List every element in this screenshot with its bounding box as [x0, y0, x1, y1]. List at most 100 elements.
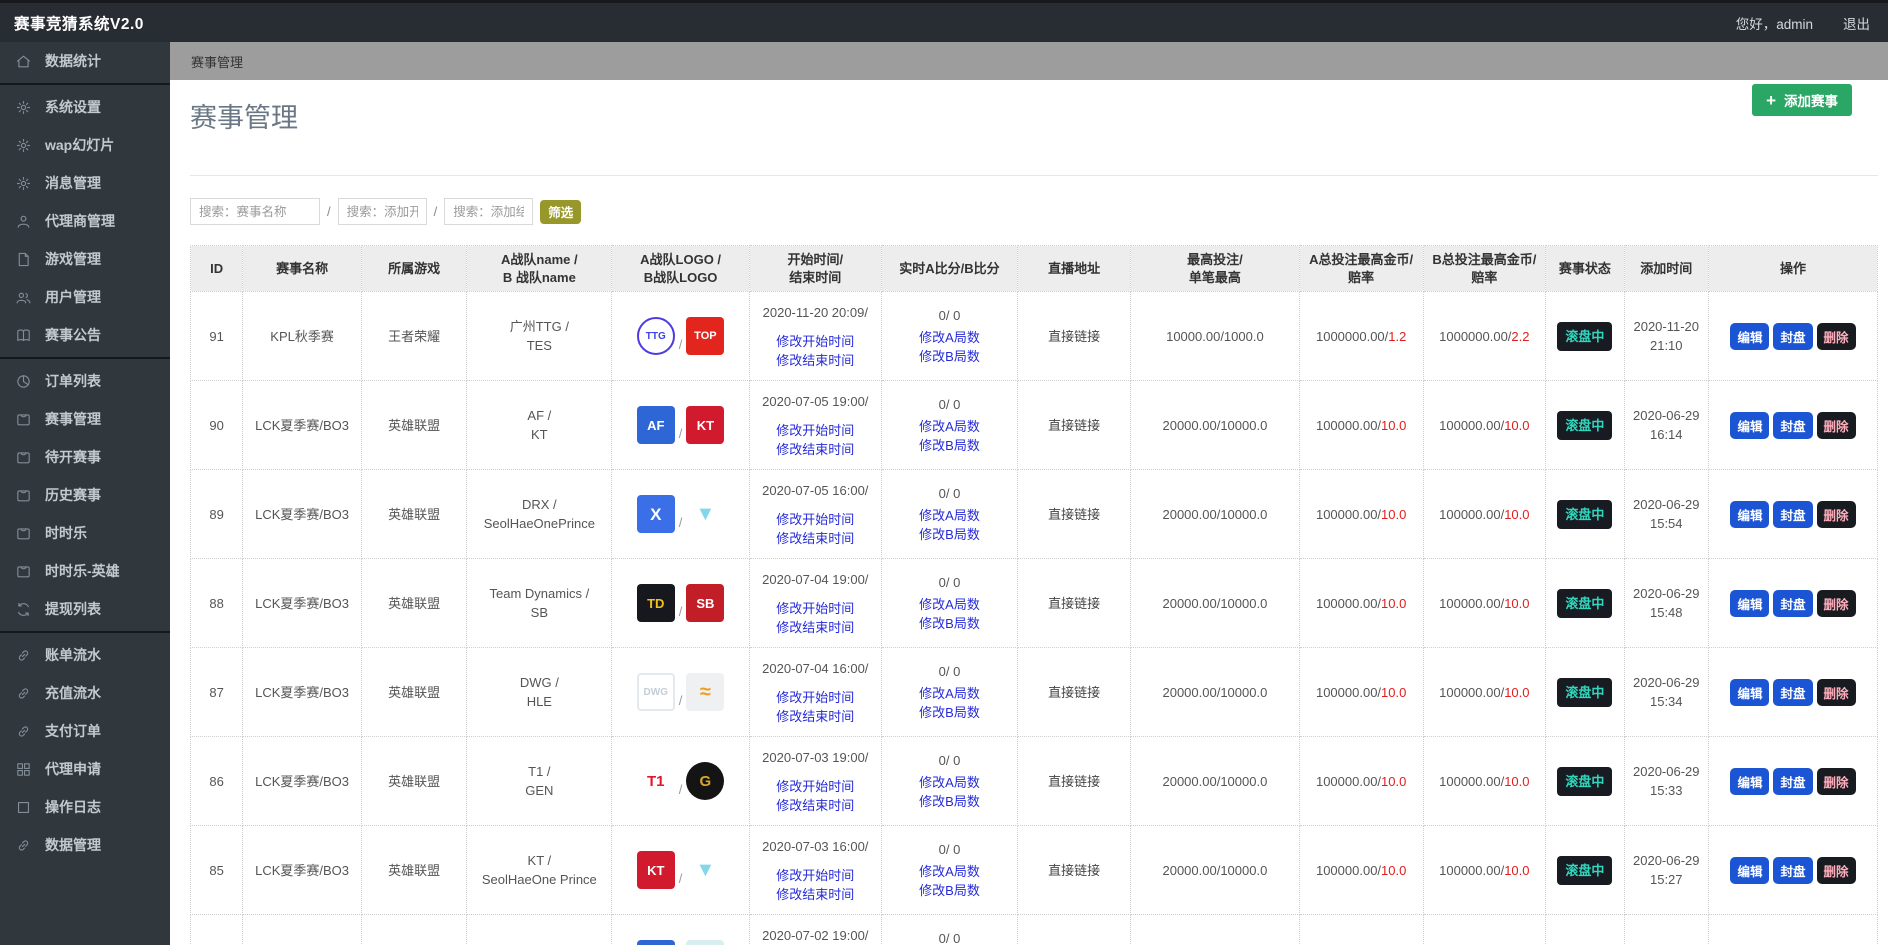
search-end-time-input[interactable] — [444, 198, 534, 225]
edit-button[interactable]: 编辑 — [1730, 500, 1770, 528]
edit-button[interactable]: 编辑 — [1730, 767, 1770, 795]
sidebar-item-recharge-flow[interactable]: 充值流水 — [0, 674, 170, 712]
edit-a-games-link[interactable]: 修改A局数 — [919, 419, 980, 434]
edit-b-games-link[interactable]: 修改B局数 — [919, 705, 980, 720]
edit-start-time-link[interactable]: 修改开始时间 — [776, 867, 855, 883]
seal-button[interactable]: 封盘 — [1773, 678, 1813, 706]
edit-end-time-link[interactable]: 修改结束时间 — [776, 708, 855, 724]
edit-b-games-link[interactable]: 修改B局数 — [919, 794, 980, 809]
sidebar-item-data-management[interactable]: 数据管理 — [0, 826, 170, 864]
sidebar-item-game-management[interactable]: 游戏管理 — [0, 240, 170, 278]
sidebar-item-message-management[interactable]: 消息管理 — [0, 164, 170, 202]
edit-button[interactable]: 编辑 — [1730, 678, 1770, 706]
edit-start-time-link[interactable]: 修改开始时间 — [776, 333, 855, 349]
edit-start-time-link[interactable]: 修改开始时间 — [776, 511, 855, 527]
sidebar-item-history-matches[interactable]: 历史赛事 — [0, 476, 170, 514]
edit-end-time-link[interactable]: 修改结束时间 — [776, 797, 855, 813]
edit-a-games-link[interactable]: 修改A局数 — [919, 775, 980, 790]
sidebar-item-upcoming-matches[interactable]: 待开赛事 — [0, 438, 170, 476]
sidebar-item-agent-application[interactable]: 代理申请 — [0, 750, 170, 788]
tray-icon — [15, 525, 32, 542]
add-match-button[interactable]: + 添加赛事 — [1752, 84, 1852, 116]
live-link[interactable]: 直接链接 — [1048, 506, 1101, 522]
edit-button[interactable]: 编辑 — [1730, 589, 1770, 617]
edit-start-time-link[interactable]: 修改开始时间 — [776, 689, 855, 705]
seal-button[interactable]: 封盘 — [1773, 589, 1813, 617]
a-odds: 10.0 — [1381, 417, 1407, 433]
sidebar-item-user-management[interactable]: 用户管理 — [0, 278, 170, 316]
seal-button[interactable]: 封盘 — [1773, 856, 1813, 884]
sidebar-item-label: 数据统计 — [45, 53, 101, 69]
team-b-name: TES — [526, 338, 552, 353]
seal-button[interactable]: 封盘 — [1773, 500, 1813, 528]
edit-start-time-link[interactable]: 修改开始时间 — [776, 600, 855, 616]
edit-start-time-link[interactable]: 修改开始时间 — [776, 778, 855, 794]
time-cell: 2020-07-03 19:00/修改开始时间 修改结束时间 — [748, 736, 882, 826]
edit-start-time-link[interactable]: 修改开始时间 — [776, 422, 855, 438]
edit-button[interactable]: 编辑 — [1730, 322, 1770, 350]
delete-button[interactable]: 删除 — [1816, 500, 1856, 528]
sidebar-item-system-settings[interactable]: 系统设置 — [0, 88, 170, 126]
edit-a-games-link[interactable]: 修改A局数 — [919, 508, 980, 523]
delete-button[interactable]: 删除 — [1816, 322, 1856, 350]
sidebar-item-wap-slides[interactable]: wap幻灯片 — [0, 126, 170, 164]
sidebar-item-operation-log[interactable]: 操作日志 — [0, 788, 170, 826]
sidebar-item-agent-management[interactable]: 代理商管理 — [0, 202, 170, 240]
live-link[interactable]: 直接链接 — [1048, 595, 1101, 611]
edit-a-games-link[interactable]: 修改A局数 — [919, 686, 980, 701]
sidebar-item-match-announcements[interactable]: 赛事公告 — [0, 316, 170, 354]
search-start-time-input[interactable] — [337, 198, 427, 225]
edit-end-time-link[interactable]: 修改结束时间 — [776, 352, 855, 368]
edit-b-games-link[interactable]: 修改B局数 — [919, 527, 980, 542]
start-end-time: 2020-07-02 19:00/ — [762, 927, 869, 943]
search-match-name-input[interactable] — [190, 198, 320, 225]
added-time: 15:54 — [1649, 516, 1683, 531]
edit-b-games-link[interactable]: 修改B局数 — [919, 438, 980, 453]
edit-a-games-link[interactable]: 修改A局数 — [919, 864, 980, 879]
edit-end-time-link[interactable]: 修改结束时间 — [776, 441, 855, 457]
seal-button[interactable]: 封盘 — [1773, 411, 1813, 439]
edit-end-time-link[interactable]: 修改结束时间 — [776, 619, 855, 635]
sidebar-item-data-stats[interactable]: 数据统计 — [0, 42, 170, 80]
live-link[interactable]: 直接链接 — [1048, 773, 1101, 789]
live-link[interactable]: 直接链接 — [1048, 862, 1101, 878]
sidebar-item-order-list[interactable]: 订单列表 — [0, 362, 170, 400]
added-time-cell: 2020-06-29 15:27 — [1623, 825, 1709, 915]
delete-button[interactable]: 删除 — [1816, 856, 1856, 884]
edit-b-games-link[interactable]: 修改B局数 — [919, 616, 980, 631]
sidebar-item-payment-orders[interactable]: 支付订单 — [0, 712, 170, 750]
delete-button[interactable]: 删除 — [1816, 589, 1856, 617]
edit-button[interactable]: 编辑 — [1730, 411, 1770, 439]
seal-button[interactable]: 封盘 — [1773, 322, 1813, 350]
delete-button[interactable]: 删除 — [1816, 678, 1856, 706]
team-a-logo: KT — [636, 851, 675, 889]
live-address-cell: 直接链接 — [1017, 380, 1131, 470]
sidebar-item-shishile-hero[interactable]: 时时乐-英雄 — [0, 552, 170, 590]
delete-button[interactable]: 删除 — [1816, 411, 1856, 439]
game-cell: 英雄联盟 — [360, 736, 468, 826]
edit-b-games-link[interactable]: 修改B局数 — [919, 883, 980, 898]
logo-separator: / — [678, 426, 683, 441]
sidebar-item-withdrawal-list[interactable]: 提现列表 — [0, 590, 170, 628]
edit-b-games-link[interactable]: 修改B局数 — [919, 349, 980, 364]
logout-link[interactable]: 退出 — [1843, 16, 1870, 32]
edit-button[interactable]: 编辑 — [1730, 856, 1770, 884]
edit-end-time-link[interactable]: 修改结束时间 — [776, 886, 855, 902]
sidebar-item-match-management[interactable]: 赛事管理 — [0, 400, 170, 438]
edit-a-games-link[interactable]: 修改A局数 — [919, 330, 980, 345]
live-link[interactable]: 直接链接 — [1048, 328, 1101, 344]
live-link[interactable]: 直接链接 — [1048, 417, 1101, 433]
sidebar-item-label: 游戏管理 — [45, 251, 101, 267]
edit-end-time-link[interactable]: 修改结束时间 — [776, 530, 855, 546]
breadcrumb-tab-match-management[interactable]: 赛事管理 — [191, 54, 244, 70]
column-header-1: 赛事名称 — [242, 245, 362, 292]
live-link[interactable]: 直接链接 — [1048, 684, 1101, 700]
sidebar-item-bill-flow[interactable]: 账单流水 — [0, 636, 170, 674]
time-cell: 2020-07-05 16:00/修改开始时间 修改结束时间 — [748, 469, 882, 559]
sidebar-item-shishile[interactable]: 时时乐 — [0, 514, 170, 552]
column-header-line2: 赔率 — [1471, 269, 1498, 285]
delete-button[interactable]: 删除 — [1816, 767, 1856, 795]
edit-a-games-link[interactable]: 修改A局数 — [919, 597, 980, 612]
seal-button[interactable]: 封盘 — [1773, 767, 1813, 795]
filter-button[interactable]: 筛选 — [540, 199, 582, 224]
